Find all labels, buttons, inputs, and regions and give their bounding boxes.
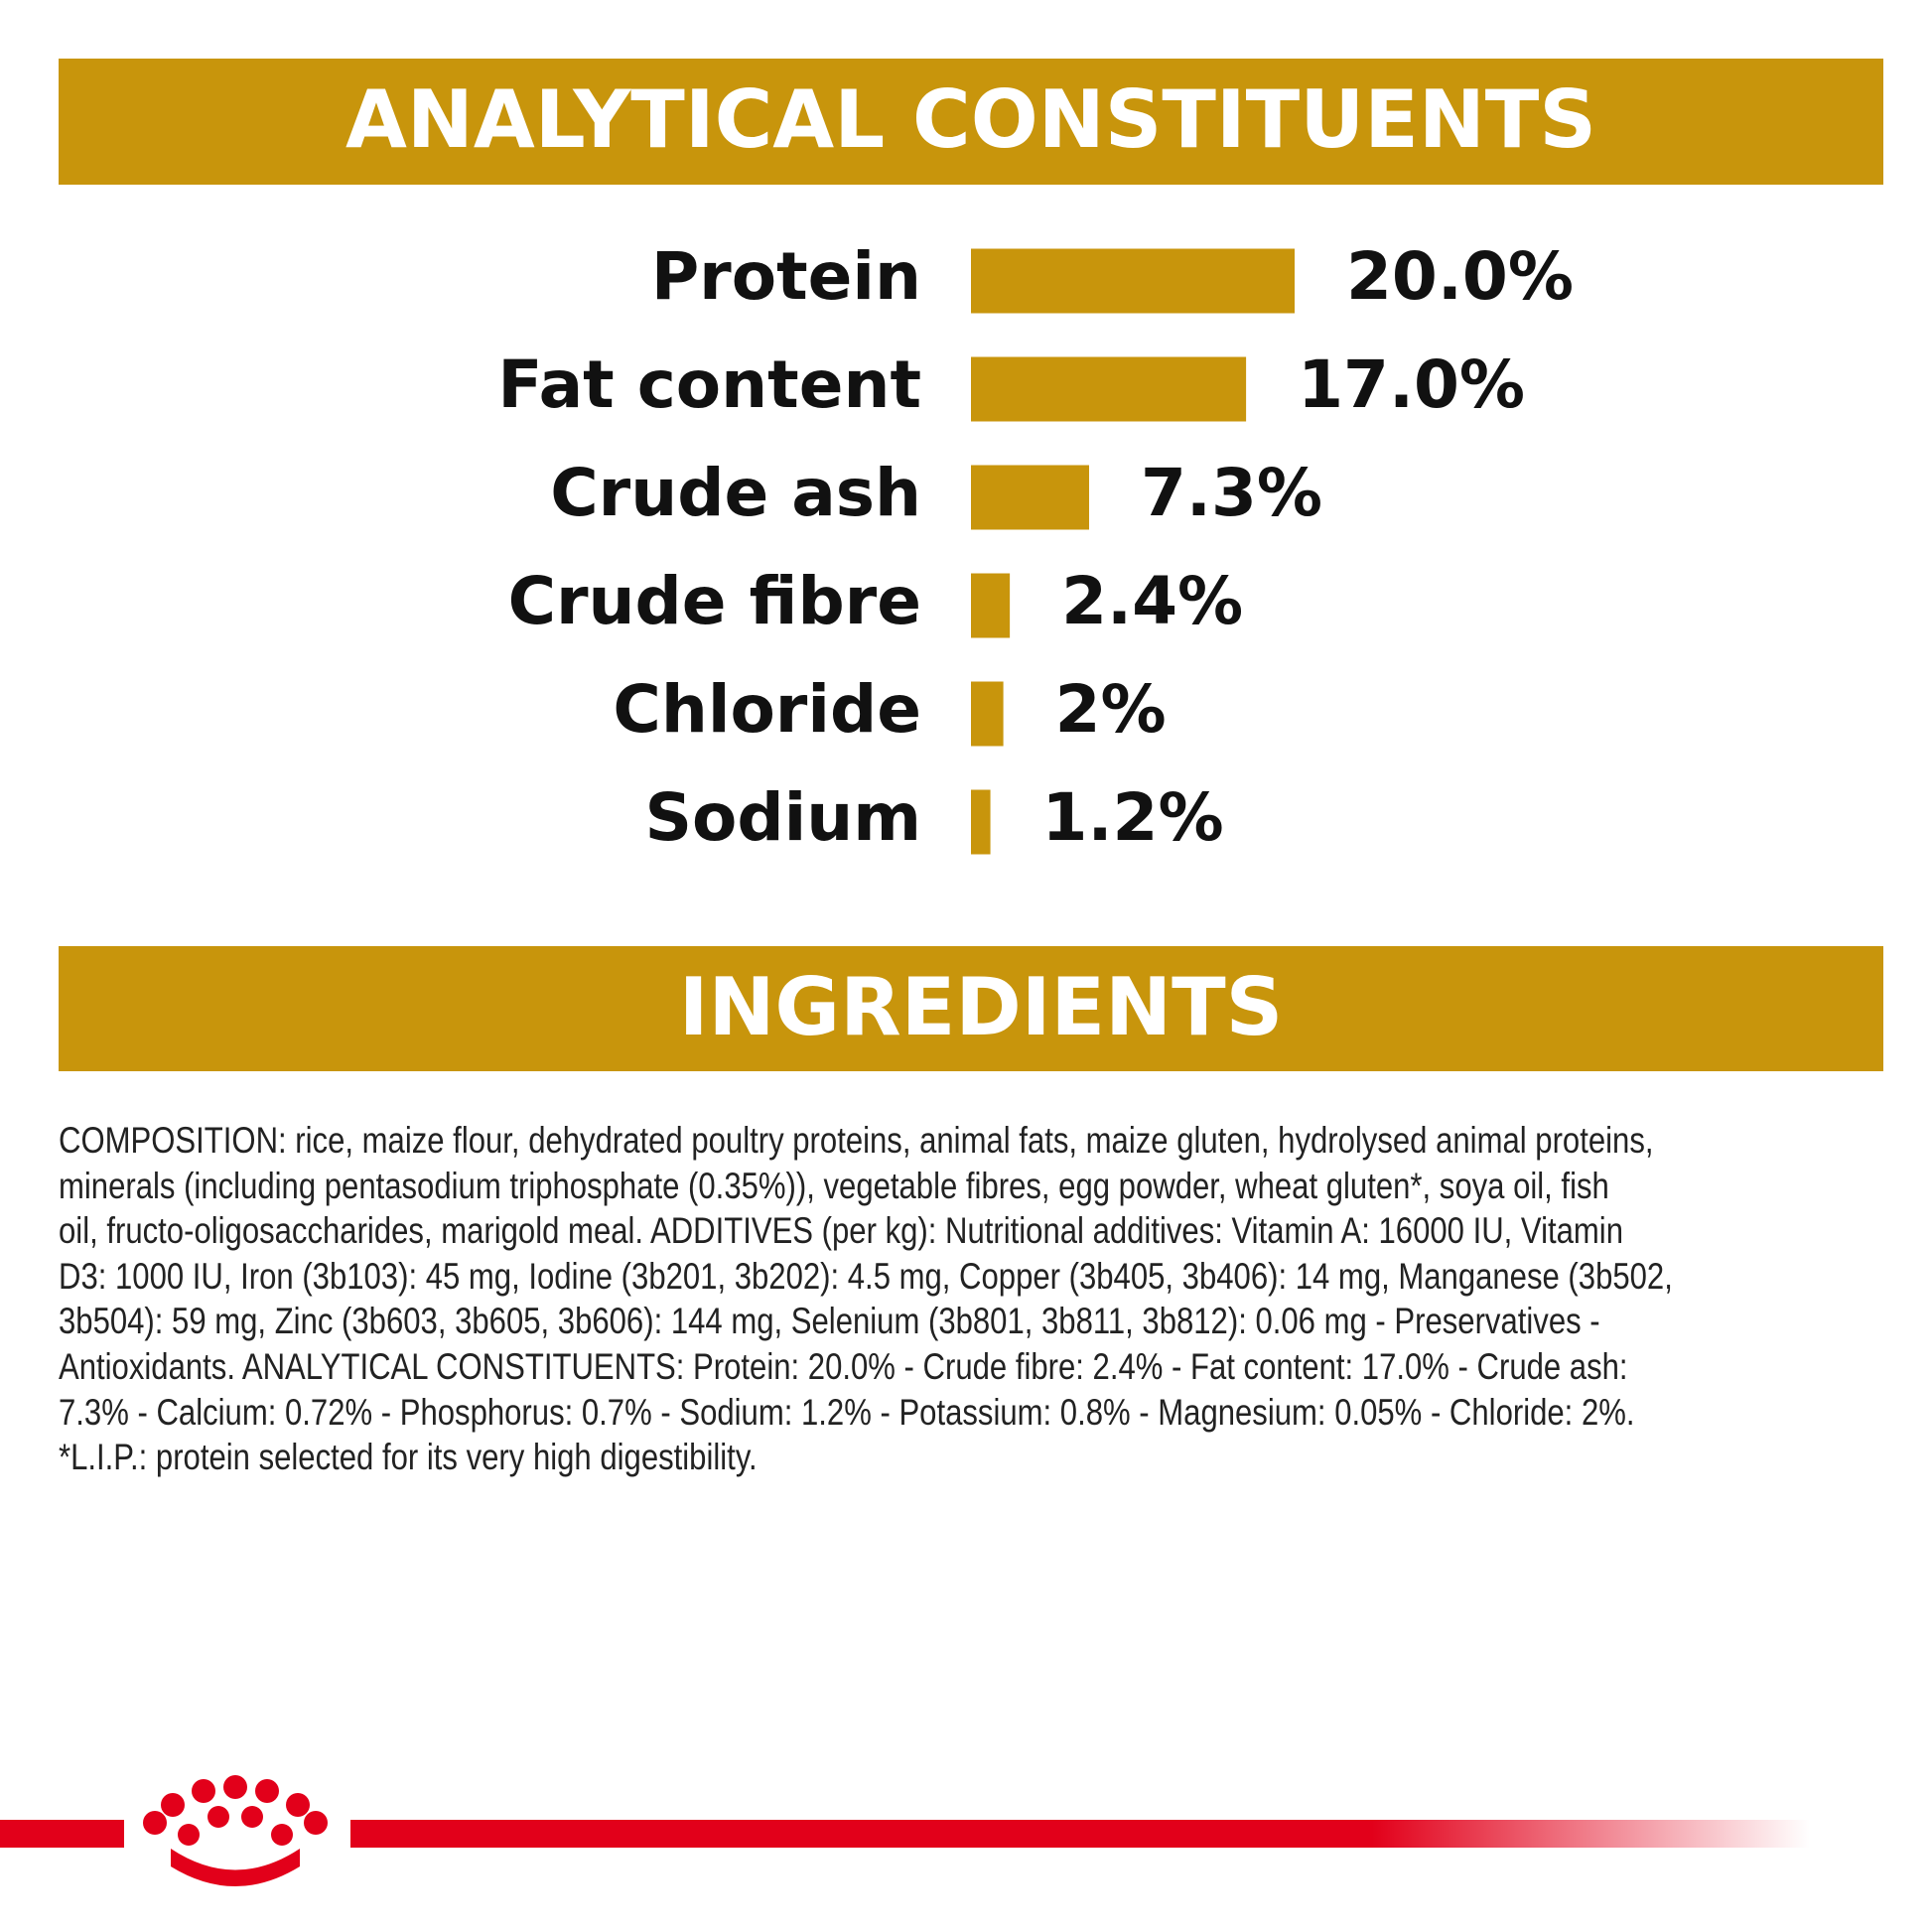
category-label: Sodium bbox=[644, 779, 921, 856]
text-line: *L.I.P.: protein selected for its very h… bbox=[59, 1437, 758, 1478]
text-line: D3: 1000 IU, Iron (3b103): 45 mg, Iodine… bbox=[59, 1255, 1673, 1297]
category-label: Fat content bbox=[497, 346, 921, 423]
ingredients-text: COMPOSITION: rice, maize flour, dehydrat… bbox=[59, 1118, 1875, 1480]
value-label: 1.2% bbox=[1042, 779, 1224, 856]
bar bbox=[971, 248, 1295, 314]
bar bbox=[971, 789, 991, 855]
category-label: Crude fibre bbox=[508, 563, 921, 639]
bar bbox=[971, 573, 1011, 638]
section-title: INGREDIENTS bbox=[679, 961, 1284, 1053]
chart-title: ANALYTICAL CONSTITUENTS bbox=[345, 73, 1596, 166]
text-line: COMPOSITION: rice, maize flour, dehydrat… bbox=[59, 1120, 1654, 1161]
value-label: 17.0% bbox=[1298, 346, 1525, 423]
header-band bbox=[59, 946, 1883, 1071]
value-label: 20.0% bbox=[1346, 238, 1574, 315]
logo bbox=[0, 1775, 1810, 1886]
text-line: 3b504): 59 mg, Zinc (3b603, 3b605, 3b606… bbox=[59, 1301, 1600, 1342]
value-label: 2% bbox=[1055, 671, 1167, 748]
text-line: Antioxidants. ANALYTICAL CONSTITUENTS: P… bbox=[59, 1345, 1628, 1387]
category-label: Crude ash bbox=[550, 455, 921, 531]
bar bbox=[971, 681, 1004, 747]
text-line: 7.3% - Calcium: 0.72% - Phosphorus: 0.7%… bbox=[59, 1391, 1635, 1433]
header-band bbox=[59, 59, 1883, 185]
bar bbox=[971, 356, 1247, 422]
value-label: 2.4% bbox=[1061, 563, 1243, 639]
category-label: Chloride bbox=[613, 671, 921, 748]
bar bbox=[971, 465, 1089, 530]
text-line: oil, fructo-oligosaccharides, marigold m… bbox=[59, 1210, 1623, 1252]
value-label: 7.3% bbox=[1141, 455, 1322, 531]
text-line: minerals (including pentasodium triphosp… bbox=[59, 1165, 1609, 1206]
category-label: Protein bbox=[651, 238, 921, 315]
